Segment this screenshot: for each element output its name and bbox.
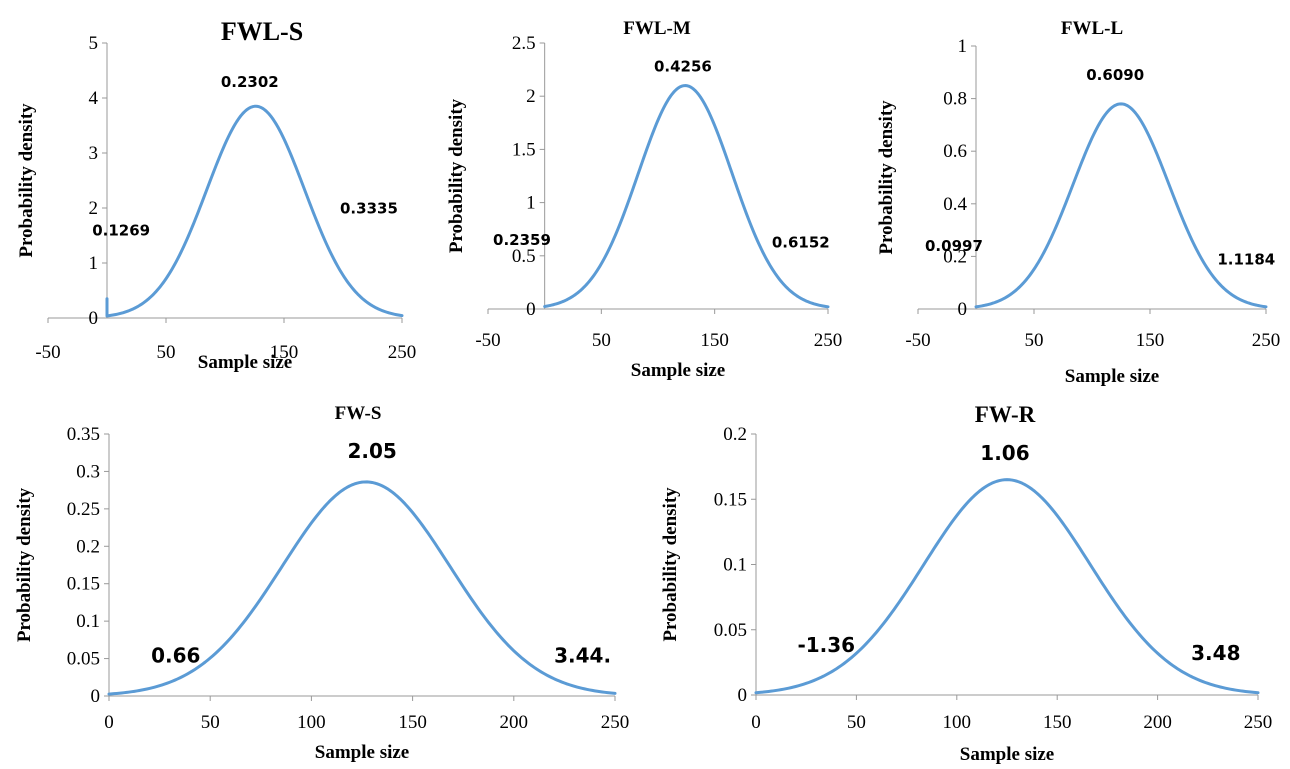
- data-annotation: 0.2302: [221, 73, 279, 91]
- chart-title: FW-S: [335, 403, 382, 424]
- y-tick-label: 0.5: [512, 246, 536, 267]
- density-curve: [543, 84, 830, 309]
- chart-title: FWL-M: [623, 18, 691, 39]
- chart-panel-fwl-m: FWL-M 0 0.5 1 1.5 2 2.5 -50 50 150 250 Sample size P…: [446, 18, 842, 381]
- x-tick-label: 250: [388, 342, 417, 363]
- x-tick-label: 200: [1143, 712, 1172, 733]
- x-tick-label: 0: [751, 712, 761, 733]
- x-axis-label: Sample size: [960, 744, 1054, 765]
- x-tick-label: 150: [700, 330, 729, 351]
- data-annotation: 2.05: [347, 439, 396, 463]
- y-tick-label: 0.4: [943, 194, 967, 215]
- y-tick-label: 1: [958, 36, 968, 57]
- y-tick-label: 0.25: [67, 499, 100, 520]
- data-annotation: -1.36: [797, 633, 855, 657]
- x-tick-label: 100: [297, 712, 326, 733]
- x-tick-label: 250: [1244, 712, 1273, 733]
- y-axis-label: Probability density: [660, 487, 681, 642]
- data-annotation: 3.44.: [554, 643, 611, 667]
- y-axis-label: Probability density: [446, 98, 467, 253]
- y-tick-label: 1: [89, 253, 99, 274]
- y-tick-label: 0.8: [943, 89, 967, 110]
- y-tick-label: 1.5: [512, 139, 536, 160]
- density-curve: [105, 104, 404, 318]
- y-tick-label: 0: [91, 686, 101, 707]
- data-annotation: 1.1184: [1217, 250, 1275, 268]
- density-curve: [754, 478, 1260, 695]
- x-tick-label: 50: [157, 342, 176, 363]
- y-axis-label: Probability density: [876, 100, 897, 255]
- y-tick-label: 0: [526, 299, 536, 320]
- y-tick-label: 0.2: [723, 424, 747, 445]
- x-tick-label: 50: [847, 712, 866, 733]
- y-tick-label: 5: [89, 33, 99, 54]
- x-axis-label: Sample size: [1065, 366, 1159, 387]
- x-tick-label: 200: [500, 712, 529, 733]
- data-annotation: 0.2359: [493, 231, 551, 249]
- chart-panel-fw-r: FW-R 0 0.05 0.1 0.15 0.2 0 50 100 150 200 250 Sample…: [660, 402, 1272, 765]
- data-annotation: 0.4256: [654, 58, 712, 76]
- x-tick-label: 150: [1136, 330, 1165, 351]
- data-annotation: 0.3335: [340, 200, 398, 218]
- data-annotation: 0.1269: [92, 222, 150, 240]
- x-tick-label: 250: [601, 712, 630, 733]
- y-tick-label: 0: [89, 308, 99, 329]
- y-tick-label: 0.6: [943, 141, 967, 162]
- chart-title: FWL-L: [1061, 18, 1123, 39]
- data-annotation: 0.66: [151, 643, 200, 667]
- x-axis-label: Sample size: [315, 742, 409, 763]
- chart-panel-fwl-l: FWL-L 0 0.2 0.4 0.6 0.8 1 -50 50 150 250 Sample siz…: [876, 18, 1280, 387]
- x-tick-label: 150: [1043, 712, 1072, 733]
- x-tick-label: 100: [943, 712, 972, 733]
- y-tick-label: 0.35: [67, 424, 100, 445]
- chart-panel-fw-s: FW-S 0 0.05 0.1 0.15 0.2 0.25 0.3 0.35 0 50 100 150 2…: [14, 403, 629, 763]
- chart-title: FWL-S: [221, 17, 303, 46]
- y-tick-label: 4: [89, 88, 99, 109]
- x-tick-label: 50: [1025, 330, 1044, 351]
- x-tick-label: 50: [592, 330, 611, 351]
- chart-title: FW-R: [975, 402, 1036, 427]
- x-tick-label: -50: [475, 330, 500, 351]
- x-tick-label: -50: [905, 330, 930, 351]
- y-axis-label: Probability density: [14, 487, 35, 642]
- y-tick-label: 0.15: [67, 574, 100, 595]
- y-tick-label: 0.3: [76, 461, 100, 482]
- y-tick-label: 3: [89, 143, 99, 164]
- x-axis-label: Sample size: [198, 352, 292, 373]
- data-annotation: 1.06: [980, 441, 1029, 465]
- y-tick-label: 0.2: [76, 536, 100, 557]
- y-tick-label: 2: [89, 198, 99, 219]
- data-annotation: 3.48: [1191, 641, 1240, 665]
- y-tick-label: 0.05: [67, 649, 100, 670]
- data-annotation: 0.6090: [1086, 66, 1144, 84]
- x-tick-label: 250: [1252, 330, 1281, 351]
- x-tick-label: -50: [35, 342, 60, 363]
- chart-panel-fwl-s: FWL-S 0 1 2 3 4 5 -50 50 150 250 Sample size Probabi…: [16, 17, 416, 373]
- x-tick-label: 150: [398, 712, 427, 733]
- density-curve: [974, 102, 1268, 309]
- y-tick-label: 0.05: [714, 620, 747, 641]
- y-tick-label: 0: [738, 685, 748, 706]
- y-tick-label: 0.1: [723, 555, 747, 576]
- x-tick-label: 50: [201, 712, 220, 733]
- y-tick-label: 1: [526, 193, 536, 214]
- y-axis-label: Probability density: [16, 103, 37, 258]
- x-axis-label: Sample size: [631, 360, 725, 381]
- y-tick-label: 2: [526, 86, 536, 107]
- y-tick-label: 0.15: [714, 489, 747, 510]
- x-tick-label: 150: [270, 342, 299, 363]
- x-tick-label: 0: [104, 712, 114, 733]
- y-tick-label: 0.2: [943, 246, 967, 267]
- density-curve: [107, 480, 617, 696]
- x-tick-label: 250: [814, 330, 843, 351]
- data-annotation: 0.0997: [925, 237, 983, 255]
- y-tick-label: 2.5: [512, 33, 536, 54]
- data-annotation: 0.6152: [772, 233, 830, 251]
- y-tick-label: 0.1: [76, 611, 100, 632]
- y-tick-label: 0: [958, 299, 968, 320]
